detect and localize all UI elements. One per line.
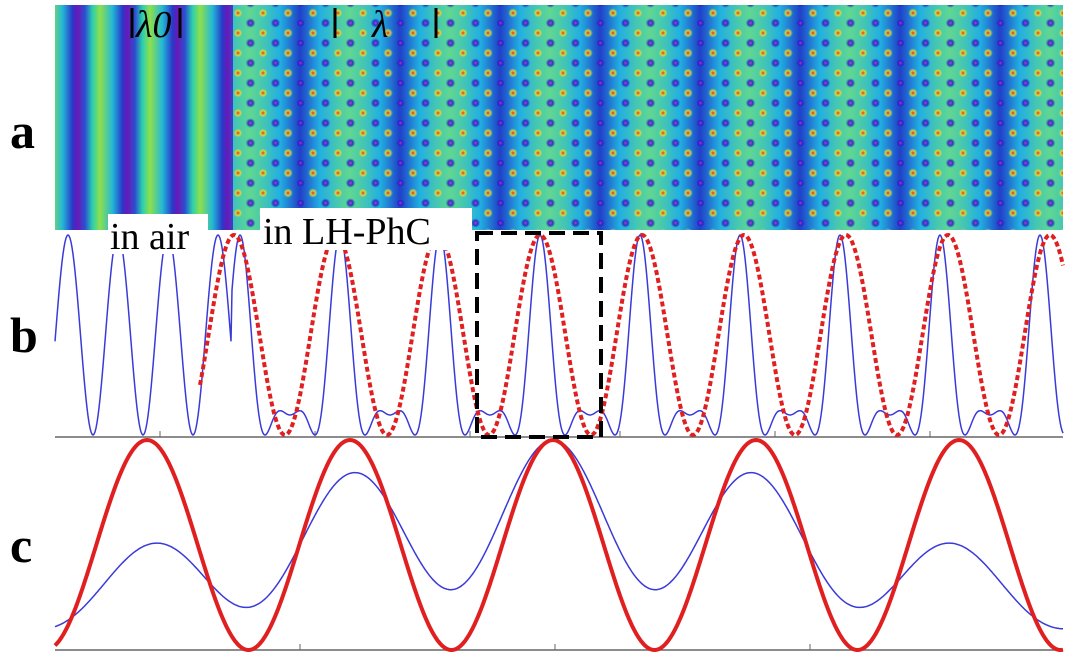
lambda-label: λ: [371, 4, 388, 46]
air-label: in air: [110, 216, 189, 258]
label-bg: [108, 214, 208, 254]
wavelength-markers: [130, 8, 438, 38]
crystal-label: in LH-PhC: [263, 211, 431, 253]
zoom-box: [475, 231, 603, 439]
lambda0-label: λ0: [135, 4, 171, 46]
panel-label: a: [10, 103, 35, 159]
label-bg: [260, 208, 472, 250]
crystal-dots: [233, 5, 1063, 230]
envelope-curve: [53, 437, 1064, 652]
plots: [53, 232, 1065, 652]
air-field: [55, 5, 233, 230]
envelope-curve: [198, 232, 1065, 438]
panel-label: b: [10, 307, 38, 363]
panel-label: c: [10, 517, 32, 573]
